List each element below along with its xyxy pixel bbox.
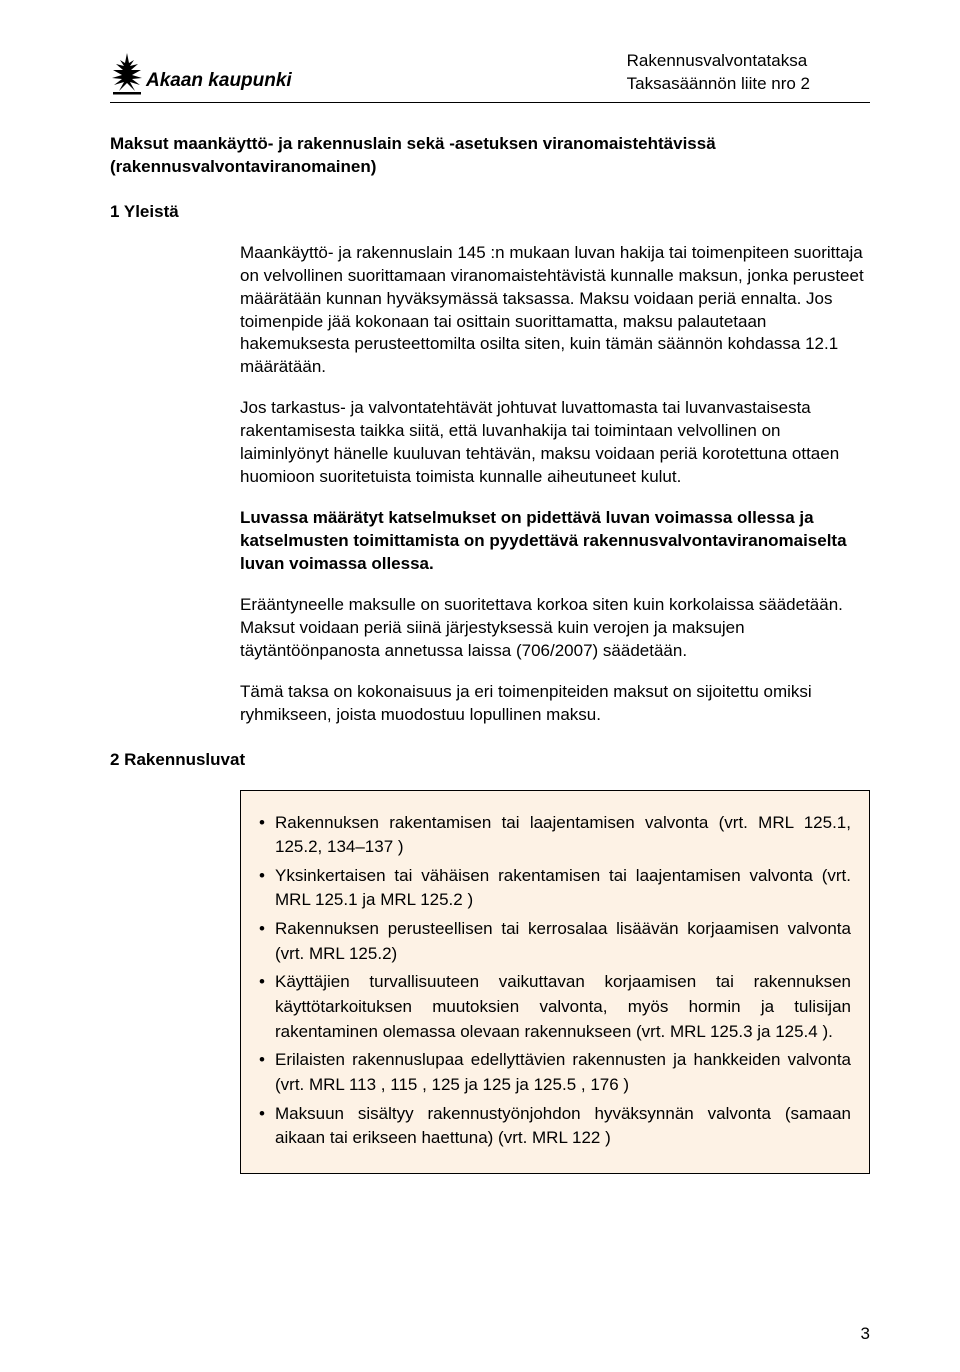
section-1-p1: Maankäyttö- ja rakennuslain 145 :n mukaa… — [240, 242, 870, 380]
list-item: Erilaisten rakennuslupaa edellyttävien r… — [259, 1048, 851, 1097]
section-1-body: Maankäyttö- ja rakennuslain 145 :n mukaa… — [240, 242, 870, 727]
section-2-list: Rakennuksen rakentamisen tai laajentamis… — [259, 811, 851, 1151]
list-item: Käyttäjien turvallisuuteen vaikuttavan k… — [259, 970, 851, 1044]
list-item: Yksinkertaisen tai vähäisen rakentamisen… — [259, 864, 851, 913]
section-1-p4: Erääntyneelle maksulle on suoritettava k… — [240, 594, 870, 663]
header-divider — [110, 102, 870, 103]
doc-title-line1: Rakennusvalvontataksa — [627, 50, 810, 73]
section-2-box: Rakennuksen rakentamisen tai laajentamis… — [240, 790, 870, 1174]
section-2-heading: 2 Rakennusluvat — [110, 749, 870, 772]
city-logo-icon — [110, 52, 144, 96]
org-block: Akaan kaupunki — [110, 52, 292, 96]
page: Akaan kaupunki Rakennusvalvontataksa Tak… — [0, 0, 960, 1372]
doc-meta: Rakennusvalvontataksa Taksasäännön liite… — [627, 50, 870, 96]
page-header: Akaan kaupunki Rakennusvalvontataksa Tak… — [110, 50, 870, 96]
list-item: Maksuun sisältyy rakennustyönjohdon hyvä… — [259, 1102, 851, 1151]
document-title: Maksut maankäyttö- ja rakennuslain sekä … — [110, 133, 870, 179]
section-1-p2: Jos tarkastus- ja valvontatehtävät johtu… — [240, 397, 870, 489]
list-item: Rakennuksen rakentamisen tai laajentamis… — [259, 811, 851, 860]
list-item: Rakennuksen perusteellisen tai kerrosala… — [259, 917, 851, 966]
org-name: Akaan kaupunki — [146, 68, 292, 96]
page-number: 3 — [861, 1323, 870, 1346]
section-1-p5: Tämä taksa on kokonaisuus ja eri toimenp… — [240, 681, 870, 727]
section-1-p3: Luvassa määrätyt katselmukset on pidettä… — [240, 507, 870, 576]
doc-title-line2: Taksasäännön liite nro 2 — [627, 73, 810, 96]
section-1-heading: 1 Yleistä — [110, 201, 870, 224]
